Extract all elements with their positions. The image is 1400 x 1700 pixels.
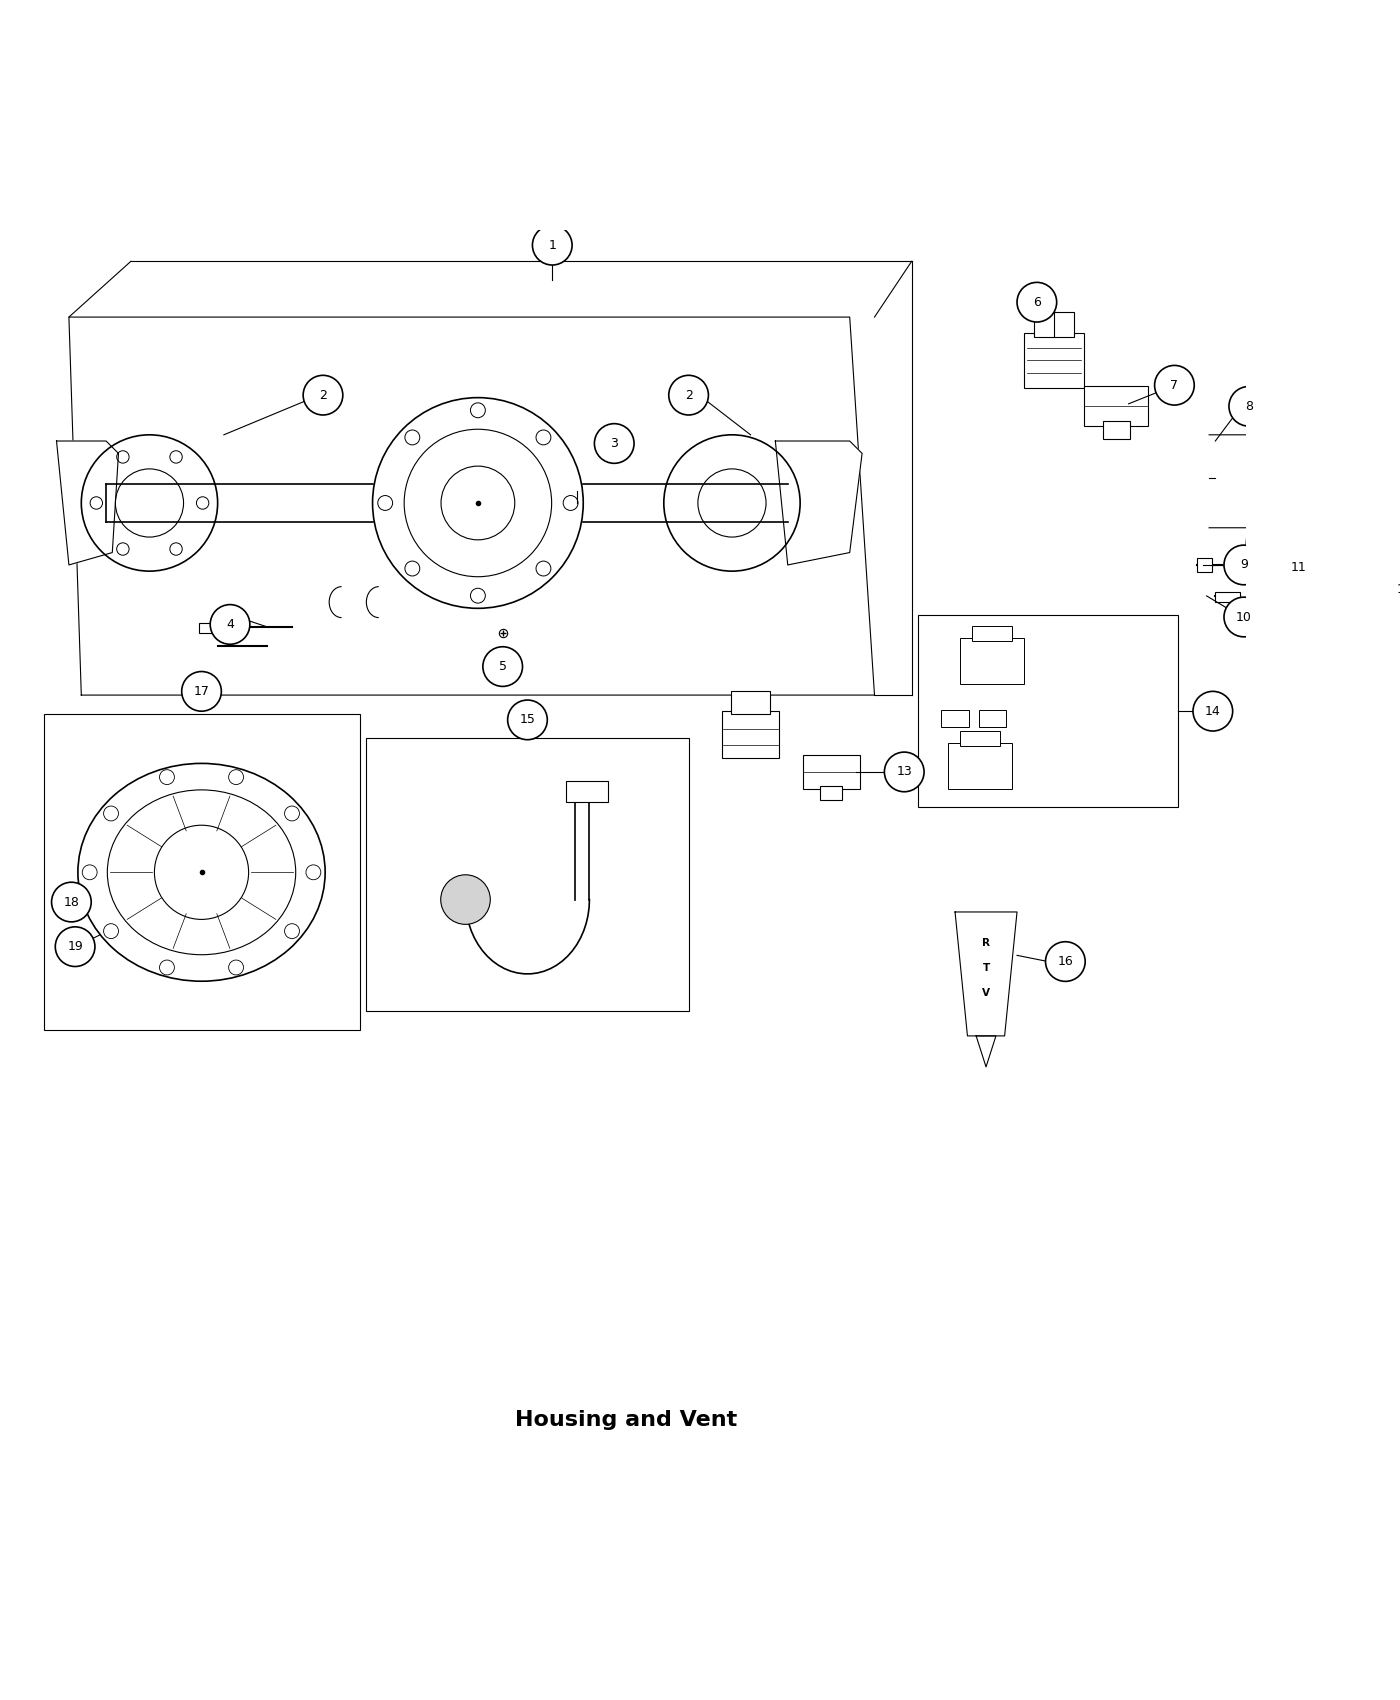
Text: T: T <box>983 962 990 972</box>
FancyBboxPatch shape <box>731 692 770 714</box>
Text: 1: 1 <box>549 238 556 252</box>
Circle shape <box>1385 570 1400 610</box>
Text: 12: 12 <box>1397 583 1400 597</box>
Circle shape <box>1016 282 1057 321</box>
Circle shape <box>508 700 547 740</box>
Text: 3: 3 <box>610 437 619 451</box>
Text: 2: 2 <box>685 389 693 401</box>
Polygon shape <box>976 1035 995 1068</box>
Circle shape <box>532 226 573 265</box>
FancyBboxPatch shape <box>941 711 969 728</box>
Text: 8: 8 <box>1245 400 1253 413</box>
Circle shape <box>1155 366 1194 405</box>
Circle shape <box>1224 597 1264 638</box>
Polygon shape <box>56 440 119 564</box>
Text: R: R <box>981 938 990 949</box>
Circle shape <box>1224 546 1264 585</box>
FancyBboxPatch shape <box>1103 422 1130 439</box>
Circle shape <box>210 605 249 644</box>
Circle shape <box>595 423 634 464</box>
Circle shape <box>1193 692 1232 731</box>
Circle shape <box>1046 942 1085 981</box>
Polygon shape <box>776 440 862 564</box>
Circle shape <box>1278 547 1319 586</box>
FancyBboxPatch shape <box>1215 592 1240 602</box>
FancyBboxPatch shape <box>918 614 1179 806</box>
FancyBboxPatch shape <box>1197 558 1211 573</box>
Circle shape <box>885 751 924 792</box>
Text: Housing and Vent: Housing and Vent <box>515 1409 738 1430</box>
Text: 13: 13 <box>896 765 913 779</box>
Text: 14: 14 <box>1205 706 1221 717</box>
Circle shape <box>52 882 91 921</box>
Text: 2: 2 <box>319 389 328 401</box>
FancyBboxPatch shape <box>1035 313 1074 337</box>
FancyBboxPatch shape <box>1025 333 1084 388</box>
FancyBboxPatch shape <box>1084 386 1148 427</box>
Circle shape <box>55 927 95 967</box>
Text: V: V <box>981 988 990 998</box>
Circle shape <box>182 672 221 711</box>
FancyBboxPatch shape <box>722 711 778 758</box>
Text: 9: 9 <box>1240 558 1247 571</box>
Text: 6: 6 <box>1033 296 1040 309</box>
Text: 11: 11 <box>1291 561 1306 575</box>
Text: 7: 7 <box>1170 379 1179 391</box>
Text: 15: 15 <box>519 714 535 726</box>
Text: 16: 16 <box>1057 955 1074 967</box>
FancyBboxPatch shape <box>367 738 689 1011</box>
Text: 17: 17 <box>193 685 210 699</box>
FancyBboxPatch shape <box>948 743 1012 789</box>
FancyBboxPatch shape <box>960 731 1000 746</box>
Circle shape <box>304 376 343 415</box>
Circle shape <box>669 376 708 415</box>
Ellipse shape <box>78 763 325 981</box>
Circle shape <box>441 876 490 925</box>
Circle shape <box>1229 386 1268 427</box>
Ellipse shape <box>108 790 295 955</box>
Polygon shape <box>955 911 1016 1035</box>
Text: 4: 4 <box>225 617 234 631</box>
Text: 5: 5 <box>498 660 507 673</box>
Text: 19: 19 <box>67 940 83 954</box>
Text: 10: 10 <box>1236 610 1252 624</box>
FancyBboxPatch shape <box>820 785 843 801</box>
FancyBboxPatch shape <box>979 711 1005 728</box>
FancyBboxPatch shape <box>45 714 360 1030</box>
FancyBboxPatch shape <box>199 624 217 632</box>
Circle shape <box>483 646 522 687</box>
FancyBboxPatch shape <box>973 626 1012 641</box>
FancyBboxPatch shape <box>802 755 860 789</box>
Text: 18: 18 <box>63 896 80 908</box>
FancyBboxPatch shape <box>566 780 608 802</box>
FancyBboxPatch shape <box>960 638 1025 683</box>
